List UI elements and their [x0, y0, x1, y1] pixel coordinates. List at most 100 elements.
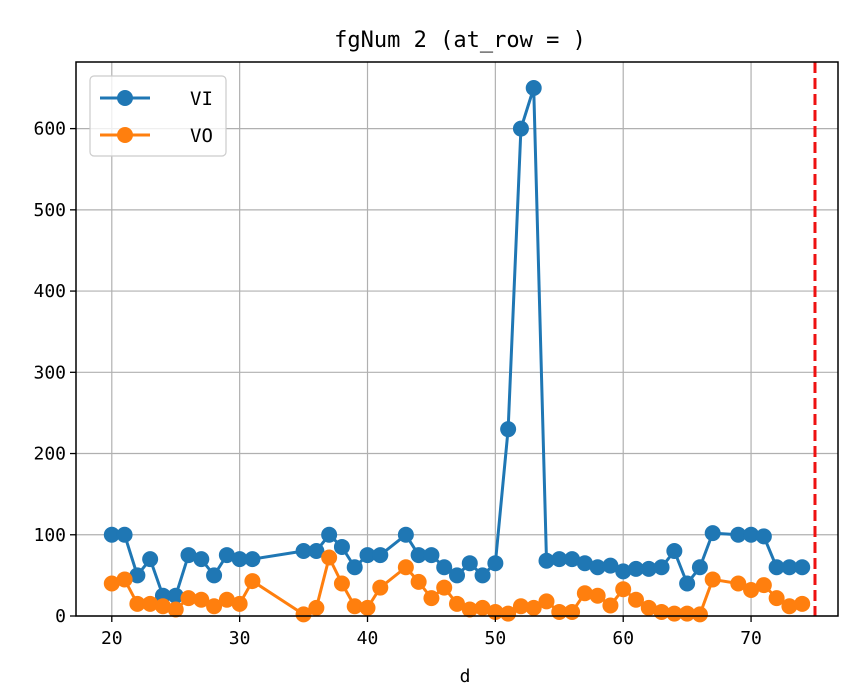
data-point [142, 551, 159, 568]
data-point [589, 587, 606, 604]
data-point [691, 559, 708, 576]
data-point [704, 525, 721, 542]
data-point [512, 598, 529, 615]
data-point [640, 599, 657, 616]
data-point [193, 591, 210, 608]
data-point [781, 559, 798, 576]
data-point [781, 598, 798, 615]
data-point [129, 567, 146, 584]
data-point [423, 547, 440, 564]
data-point [487, 555, 504, 572]
data-point [653, 559, 670, 576]
y-tick-label: 600 [33, 119, 66, 140]
data-point [755, 528, 772, 545]
y-tick-label: 500 [33, 200, 66, 221]
data-point [525, 599, 542, 616]
data-point [231, 595, 248, 612]
data-point [679, 605, 696, 622]
data-point [461, 601, 478, 618]
data-point [333, 575, 350, 592]
series-vo [103, 549, 811, 623]
x-axis-label: d [460, 666, 471, 687]
data-point [295, 606, 312, 623]
x-tick-label: 70 [740, 628, 762, 649]
data-point [666, 605, 683, 622]
data-point [794, 595, 811, 612]
x-tick-label: 50 [485, 628, 507, 649]
legend-label-vo: VO [190, 125, 213, 147]
data-point [627, 560, 644, 577]
data-point [372, 579, 389, 596]
x-tick-label: 30 [229, 628, 251, 649]
y-tick-label: 0 [55, 606, 66, 627]
data-point [743, 526, 760, 543]
data-point [333, 538, 350, 555]
data-point [206, 598, 223, 615]
data-point [359, 547, 376, 564]
data-point [346, 559, 363, 576]
data-point [436, 579, 453, 596]
data-point [308, 599, 325, 616]
data-point [167, 587, 184, 604]
data-point [116, 526, 133, 543]
data-point [538, 552, 555, 569]
data-point [576, 555, 593, 572]
series-vi [103, 79, 811, 604]
data-point [142, 595, 159, 612]
data-point [576, 585, 593, 602]
data-point [512, 120, 529, 137]
legend-label-vi: VI [190, 88, 213, 110]
grid [76, 62, 838, 617]
data-point [359, 599, 376, 616]
data-point [730, 526, 747, 543]
data-point [410, 573, 427, 590]
data-point [615, 581, 632, 598]
plot-series [103, 79, 811, 623]
data-point [321, 549, 338, 566]
data-point [167, 601, 184, 618]
data-point [321, 526, 338, 543]
data-point [103, 575, 120, 592]
data-point [538, 593, 555, 610]
data-point [397, 526, 414, 543]
data-point [206, 567, 223, 584]
data-point [551, 551, 568, 568]
data-point [525, 79, 542, 96]
data-point [154, 598, 171, 615]
data-point [474, 599, 491, 616]
data-point [691, 606, 708, 623]
data-point [704, 571, 721, 588]
data-point [794, 559, 811, 576]
data-point [244, 573, 261, 590]
data-point [730, 575, 747, 592]
x-tick-label: 60 [612, 628, 634, 649]
data-point [193, 551, 210, 568]
data-point [564, 603, 581, 620]
y-tick-label: 300 [33, 362, 66, 383]
x-tick-label: 20 [101, 628, 123, 649]
data-point [564, 551, 581, 568]
data-point [410, 547, 427, 564]
legend-marker-vi [117, 90, 133, 106]
data-point [615, 563, 632, 580]
data-point [627, 591, 644, 608]
data-point [743, 582, 760, 599]
x-axis-ticks: 20 30 40 50 60 70 [101, 616, 762, 649]
data-point [129, 595, 146, 612]
data-point [346, 598, 363, 615]
data-point [372, 547, 389, 564]
data-point [218, 547, 235, 564]
y-tick-label: 400 [33, 281, 66, 302]
data-point [500, 605, 517, 622]
legend-marker-vo [117, 127, 133, 143]
data-point [423, 590, 440, 607]
x-tick-label: 40 [357, 628, 379, 649]
data-point [474, 567, 491, 584]
y-axis-ticks: 0 100 200 300 400 500 600 [33, 119, 76, 627]
data-point [449, 567, 465, 584]
data-point [640, 560, 657, 577]
chart-title: fgNum 2 (at_row = ) [334, 28, 586, 53]
data-point [500, 421, 517, 438]
y-tick-label: 100 [33, 525, 66, 546]
